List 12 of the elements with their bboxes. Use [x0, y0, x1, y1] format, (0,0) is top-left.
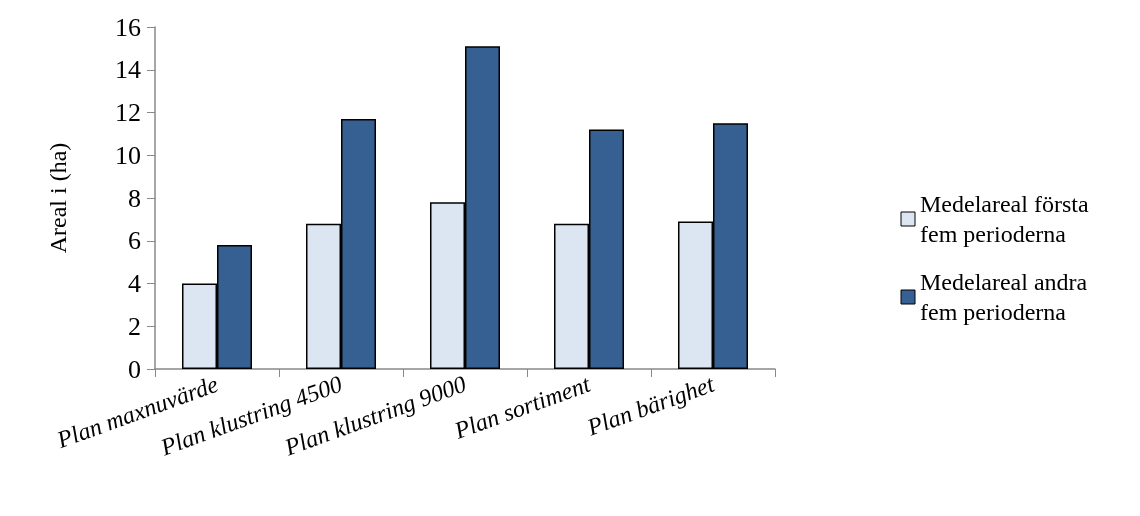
y-tick-label: 14: [115, 55, 141, 85]
y-tick-label: 0: [128, 354, 141, 384]
y-tick-label: 10: [115, 140, 141, 170]
y-tick-label: 4: [128, 269, 141, 298]
y-tick-label: 12: [115, 98, 141, 127]
legend-label: Medelareal första fem perioderna: [920, 191, 1101, 247]
y-tick-label: 8: [128, 183, 141, 213]
y-axis-title: Areal i (ha): [45, 142, 71, 254]
y-tick-label: 2: [128, 311, 141, 341]
legend-label: Medelareal andra fem perioderna: [920, 269, 1094, 325]
y-tick-label: 6: [128, 226, 141, 256]
y-tick-label: 16: [115, 12, 141, 42]
